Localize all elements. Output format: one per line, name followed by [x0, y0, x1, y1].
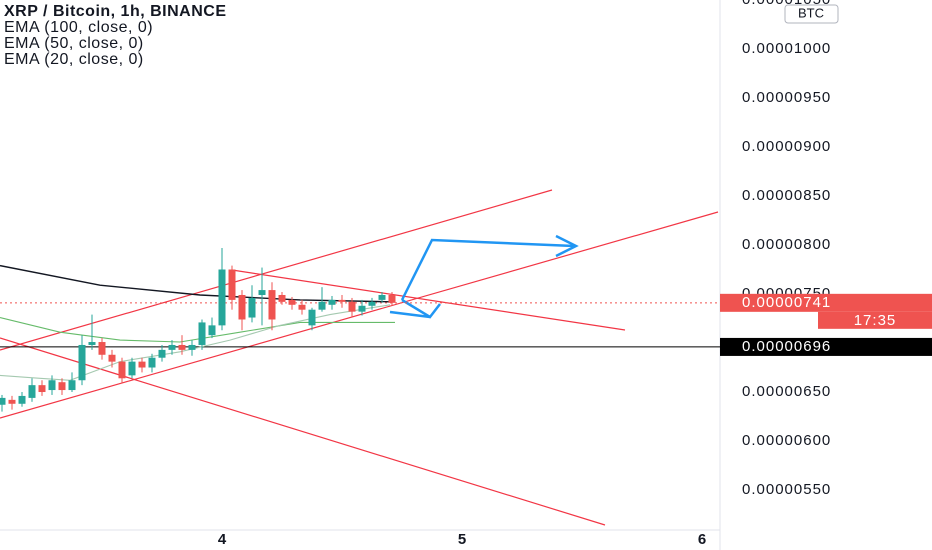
candle-body [378, 294, 386, 300]
projection-arrow [400, 238, 575, 301]
x-tick-label: 4 [218, 531, 227, 548]
candle-body [0, 397, 6, 405]
candle-body [168, 344, 176, 350]
candle-body [318, 301, 326, 310]
candle-body [268, 290, 276, 320]
candle-body [138, 361, 146, 368]
currency-label: BTC [798, 5, 824, 20]
candle-body [68, 380, 76, 391]
candle-body [258, 290, 266, 295]
candle-body [118, 361, 126, 379]
candle-body [18, 395, 26, 404]
candle-body [88, 342, 96, 345]
y-tick-label: 0.00000900 [742, 138, 831, 155]
price-lines [0, 302, 720, 348]
price-label-box [720, 293, 932, 312]
candle-body [348, 301, 356, 312]
candle-body [8, 399, 16, 404]
trend-line [231, 269, 626, 331]
y-tick-label: 0.00000550 [742, 481, 831, 498]
candle-body [128, 361, 136, 376]
candles [0, 247, 396, 412]
candle-body [28, 385, 36, 398]
price-label-box [720, 337, 932, 356]
candle-body [358, 305, 366, 312]
candle-body [338, 299, 346, 302]
price-label: 0.00000741 [742, 294, 831, 311]
chart-title: XRP / Bitcoin, 1h, BINANCE [4, 3, 227, 20]
legend-entry: EMA (100, close, 0) [4, 19, 153, 36]
countdown: 17:35 [854, 312, 897, 329]
y-tick-label: 0.00000650 [742, 383, 831, 400]
y-tick-label: 0.00001050 [742, 0, 831, 8]
candle-body [148, 357, 156, 368]
candle-body [108, 354, 116, 362]
candle-body [278, 294, 286, 302]
candle-body [198, 322, 206, 345]
price-label: 0.00000696 [742, 338, 831, 355]
projection-arrow [389, 310, 431, 319]
candle-body [78, 344, 86, 381]
candle-body [288, 299, 296, 305]
candle-body [48, 380, 56, 391]
candle-body [228, 269, 236, 300]
legend-entry: EMA (50, close, 0) [4, 35, 144, 52]
candle-body [238, 294, 246, 320]
candle-body [98, 342, 106, 355]
y-tick-label: 0.00000600 [742, 432, 831, 449]
candle-body [308, 309, 316, 326]
x-tick-label: 5 [458, 531, 466, 548]
y-tick-label: 0.00001000 [742, 40, 831, 57]
arrow-head [401, 298, 441, 319]
x-tick-label: 6 [698, 531, 706, 548]
candle-body [178, 344, 186, 350]
y-tick-label: 0.00000950 [742, 89, 831, 106]
currency-box [784, 4, 839, 24]
candle-body [58, 382, 66, 391]
candle-body [38, 385, 46, 393]
candle-body [218, 269, 226, 326]
arrow-head [555, 234, 579, 258]
countdown-box [818, 311, 932, 329]
candle-body [158, 349, 166, 358]
y-tick-label: 0.00000800 [742, 236, 831, 253]
candle-body [298, 304, 306, 310]
candle-body [328, 299, 336, 305]
legend-entry: EMA (20, close, 0) [4, 51, 144, 68]
ema-line [0, 316, 395, 343]
candle-body [248, 297, 256, 318]
candle-body [188, 344, 196, 350]
candle-body [368, 301, 376, 306]
candle-body [388, 294, 396, 303]
candle-body [208, 325, 216, 336]
y-tick-label: 0.00000850 [742, 187, 831, 204]
trend-line [0, 211, 719, 419]
